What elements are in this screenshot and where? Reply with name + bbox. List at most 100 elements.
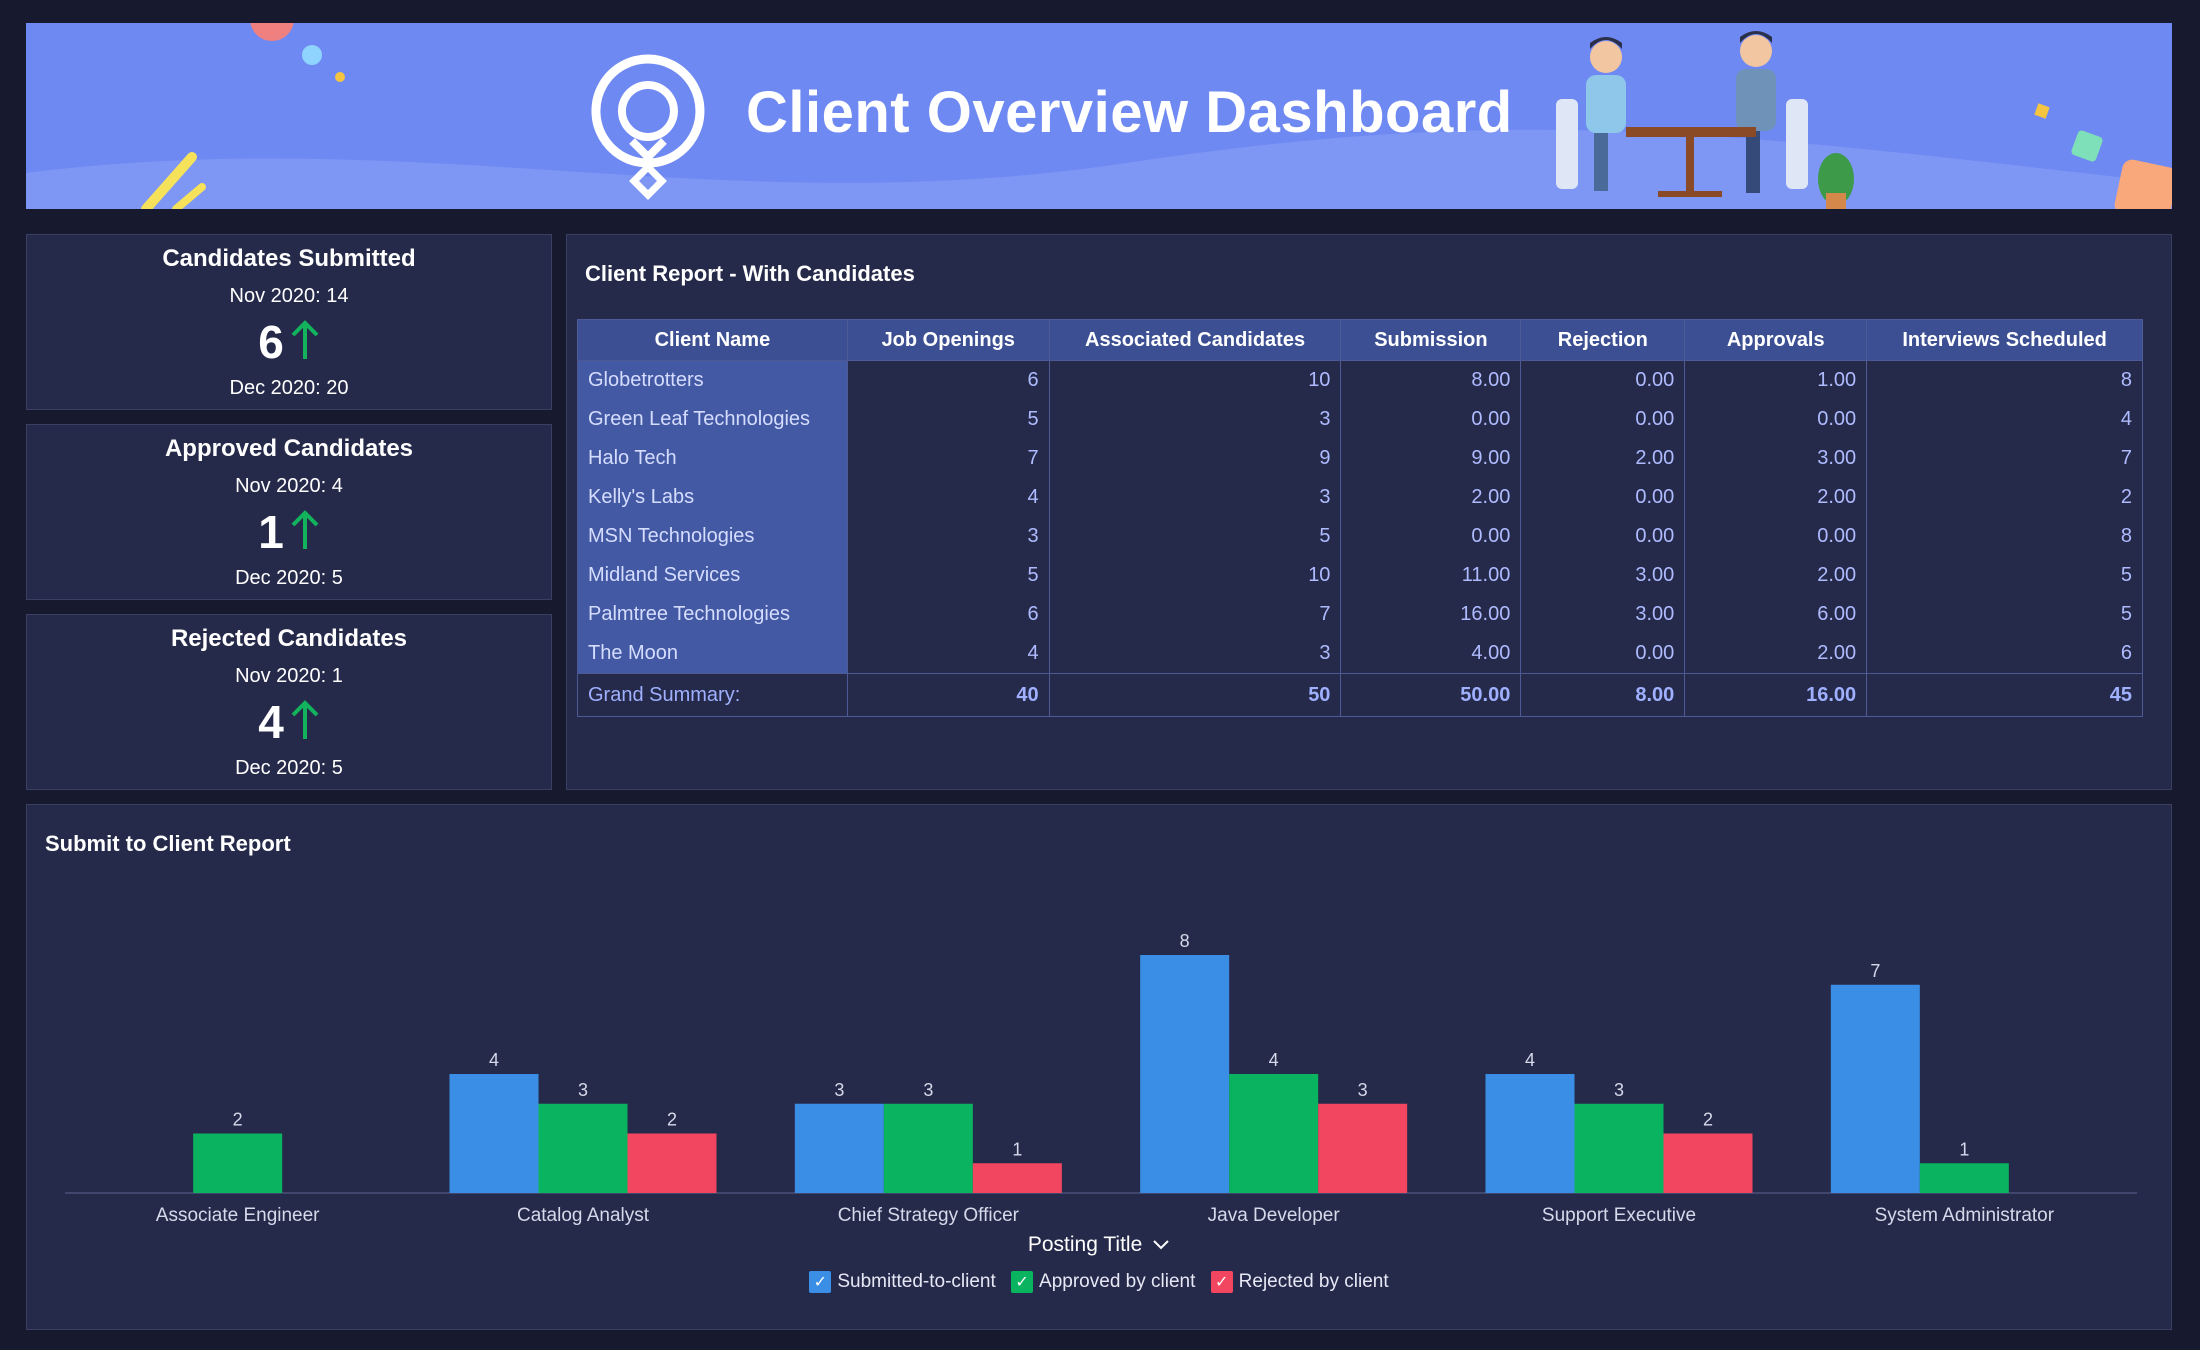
kpi-main: 1 bbox=[27, 505, 551, 559]
client-name-cell[interactable]: Green Leaf Technologies bbox=[577, 400, 848, 439]
data-label: 2 bbox=[1703, 1110, 1713, 1130]
table-cell: 8 bbox=[1866, 360, 2143, 400]
table-cell: 5 bbox=[1048, 517, 1342, 556]
column-header[interactable]: Submission bbox=[1340, 319, 1522, 361]
bar-submitted-to-client[interactable] bbox=[1830, 984, 1920, 1193]
client-name-cell[interactable]: The Moon bbox=[577, 634, 848, 674]
kpi-current-value: Dec 2020: 5 bbox=[235, 757, 343, 779]
x-tick-label: Associate Engineer bbox=[156, 1205, 320, 1226]
legend-label: Rejected by client bbox=[1238, 1271, 1389, 1292]
client-name-cell[interactable]: MSN Technologies bbox=[577, 517, 848, 556]
client-name-cell[interactable]: Globetrotters bbox=[577, 360, 848, 400]
bar-approved-by-client[interactable] bbox=[1229, 1074, 1319, 1193]
bar-rejected-by-client[interactable] bbox=[1318, 1103, 1408, 1193]
legend-item-rejected[interactable]: ✓ Rejected by client bbox=[1210, 1271, 1389, 1293]
table-cell: 0.00 bbox=[1520, 634, 1686, 674]
data-label: 3 bbox=[578, 1080, 588, 1100]
data-label: 4 bbox=[1525, 1050, 1535, 1070]
data-label: 8 bbox=[1180, 931, 1190, 951]
bar-approved-by-client[interactable] bbox=[538, 1103, 628, 1193]
table-cell: 9 bbox=[1048, 439, 1342, 478]
table-row: Green Leaf Technologies 5 3 0.00 0.00 0.… bbox=[577, 400, 2143, 439]
data-label: 1 bbox=[1959, 1139, 1969, 1159]
column-header[interactable]: Rejection bbox=[1520, 319, 1686, 361]
data-label: 4 bbox=[1269, 1050, 1279, 1070]
table-cell: 3 bbox=[846, 517, 1050, 556]
table-cell: 11.00 bbox=[1340, 556, 1522, 595]
bar-rejected-by-client[interactable] bbox=[972, 1163, 1062, 1193]
table-cell: 8.00 bbox=[1340, 360, 1522, 400]
table-cell: 6 bbox=[1866, 634, 2143, 674]
table-cell: 3.00 bbox=[1520, 556, 1686, 595]
table-cell: 10 bbox=[1048, 360, 1342, 400]
submit-to-client-chart-panel: Submit to Client Report 2 Associate Engin… bbox=[26, 804, 2172, 1330]
table-cell: 2.00 bbox=[1340, 478, 1522, 517]
arrow-up-icon bbox=[291, 700, 319, 739]
bar-rejected-by-client[interactable] bbox=[627, 1133, 717, 1194]
table-cell: 3 bbox=[1048, 478, 1342, 517]
table-cell: 2.00 bbox=[1684, 478, 1868, 517]
table-cell: 4 bbox=[1866, 400, 2143, 439]
table-cell: 0.00 bbox=[1340, 517, 1522, 556]
table-cell: 0.00 bbox=[1340, 400, 1522, 439]
checkbox-icon[interactable]: ✓ bbox=[1210, 1271, 1233, 1293]
bar-submitted-to-client[interactable] bbox=[449, 1074, 539, 1193]
kpi-previous-value: Nov 2020: 14 bbox=[229, 285, 349, 307]
bar-submitted-to-client[interactable] bbox=[1140, 955, 1230, 1193]
arrow-up-icon bbox=[291, 510, 319, 549]
bar-approved-by-client[interactable] bbox=[1919, 1163, 2009, 1193]
table-cell: 5 bbox=[846, 556, 1050, 595]
x-axis-title[interactable]: Posting Title bbox=[27, 1233, 2171, 1257]
bar-submitted-to-client[interactable] bbox=[1485, 1074, 1575, 1193]
table-cell: 0.00 bbox=[1520, 478, 1686, 517]
table-cell: 3 bbox=[1048, 400, 1342, 439]
summary-cell: 45 bbox=[1866, 673, 2143, 717]
client-name-cell[interactable]: Palmtree Technologies bbox=[577, 595, 848, 634]
checkbox-icon[interactable]: ✓ bbox=[809, 1271, 832, 1293]
legend-item-submitted[interactable]: ✓ Submitted-to-client bbox=[809, 1271, 996, 1293]
x-tick-label: Catalog Analyst bbox=[517, 1205, 650, 1226]
kpi-candidates-submitted: Candidates Submitted Nov 2020: 14 6 Dec … bbox=[26, 234, 552, 410]
client-name-cell[interactable]: Midland Services bbox=[577, 556, 848, 595]
bar-rejected-by-client[interactable] bbox=[1663, 1133, 1753, 1194]
client-name-cell[interactable]: Halo Tech bbox=[577, 439, 848, 478]
kpi-main: 6 bbox=[27, 315, 551, 369]
dashboard-title: Client Overview Dashboard bbox=[746, 80, 1513, 145]
table-cell: 2 bbox=[1866, 478, 2143, 517]
table-row: Globetrotters 6 10 8.00 0.00 1.00 8 bbox=[577, 360, 2143, 400]
bar-approved-by-client[interactable] bbox=[193, 1133, 283, 1194]
kpi-value: 1 bbox=[258, 506, 284, 558]
legend-item-approved[interactable]: ✓ Approved by client bbox=[1011, 1271, 1195, 1293]
grand-summary-row: Grand Summary: 40 50 50.00 8.00 16.00 45 bbox=[577, 673, 2143, 717]
table-row: The Moon 4 3 4.00 0.00 2.00 6 bbox=[577, 634, 2143, 674]
table-cell: 2.00 bbox=[1684, 556, 1868, 595]
column-header[interactable]: Associated Candidates bbox=[1048, 319, 1342, 361]
column-header[interactable]: Client Name bbox=[577, 319, 848, 361]
kpi-value: 4 bbox=[258, 696, 284, 748]
bar-approved-by-client[interactable] bbox=[1574, 1103, 1664, 1193]
column-header[interactable]: Job Openings bbox=[846, 319, 1050, 361]
table-cell: 4 bbox=[846, 478, 1050, 517]
table-cell: 10 bbox=[1048, 556, 1342, 595]
client-name-cell[interactable]: Kelly's Labs bbox=[577, 478, 848, 517]
table-cell: 6.00 bbox=[1684, 595, 1868, 634]
table-row: Midland Services 5 10 11.00 3.00 2.00 5 bbox=[577, 556, 2143, 595]
table-cell: 5 bbox=[1866, 556, 2143, 595]
table-row: MSN Technologies 3 5 0.00 0.00 0.00 8 bbox=[577, 517, 2143, 556]
table-cell: 3 bbox=[1048, 634, 1342, 674]
data-label: 3 bbox=[1614, 1080, 1624, 1100]
table-cell: 5 bbox=[1866, 595, 2143, 634]
x-axis-label: Posting Title bbox=[1027, 1233, 1143, 1256]
column-header[interactable]: Approvals bbox=[1684, 319, 1868, 361]
bar-submitted-to-client[interactable] bbox=[794, 1103, 884, 1193]
data-label: 2 bbox=[233, 1110, 243, 1130]
checkbox-icon[interactable]: ✓ bbox=[1011, 1271, 1034, 1293]
meeting-illustration bbox=[1556, 31, 1854, 209]
chevron-down-icon[interactable] bbox=[1152, 1239, 1170, 1251]
column-header[interactable]: Interviews Scheduled bbox=[1866, 319, 2143, 361]
bar-approved-by-client[interactable] bbox=[883, 1103, 973, 1193]
table-cell: 6 bbox=[846, 595, 1050, 634]
table-cell: 2.00 bbox=[1684, 634, 1868, 674]
summary-cell: 50 bbox=[1048, 673, 1342, 717]
table-row: Halo Tech 7 9 9.00 2.00 3.00 7 bbox=[577, 439, 2143, 478]
